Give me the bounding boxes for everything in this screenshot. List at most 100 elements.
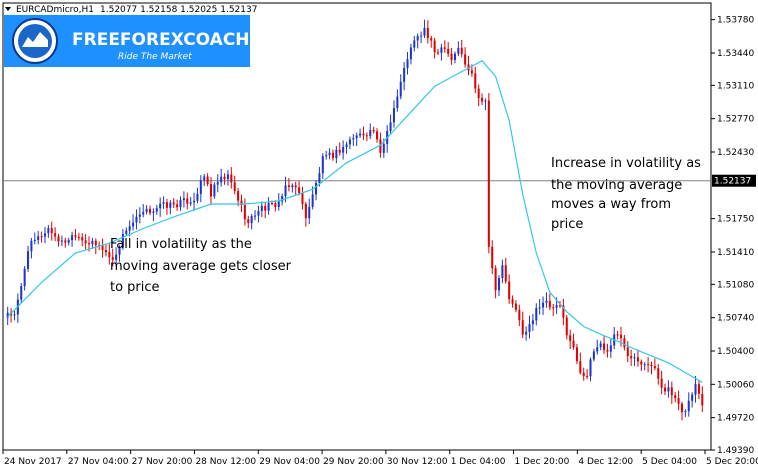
logo-banner: FREEFOREXCOACH.com Ride The Market [4, 15, 295, 67]
candle [203, 173, 206, 186]
candle [694, 375, 697, 403]
candle [142, 204, 145, 218]
candle [569, 329, 572, 349]
candle [67, 237, 70, 246]
candle [50, 221, 53, 241]
candle [436, 48, 440, 56]
candle [362, 126, 365, 140]
x-tick-label: 5 Dec 04:00 [642, 457, 697, 467]
y-tick-label: 1.52430 [717, 148, 754, 158]
candle [643, 361, 646, 371]
candle [243, 198, 246, 226]
candle [54, 227, 57, 241]
candle [552, 303, 555, 316]
candle [565, 314, 568, 340]
candle [406, 51, 409, 75]
candle [687, 392, 690, 417]
candle [403, 62, 406, 91]
candle [599, 340, 602, 351]
candle [331, 149, 334, 161]
candle [548, 293, 551, 311]
candle [199, 175, 202, 203]
candle [206, 173, 209, 187]
chart-header[interactable]: EURCADmicro,H1 1.52077 1.52158 1.52025 1… [5, 5, 257, 15]
candle [677, 390, 680, 411]
candle [409, 43, 412, 65]
y-tick-label: 1.49390 [717, 446, 754, 456]
y-tick-label: 1.51410 [717, 248, 754, 258]
candle [132, 214, 135, 231]
y-tick-label: 1.52770 [717, 115, 754, 125]
dropdown-triangle-icon[interactable] [5, 7, 11, 11]
candle [447, 42, 450, 57]
logo-tagline: Ride The Market [118, 52, 192, 62]
candle [250, 213, 253, 230]
moving-average-line [7, 60, 703, 383]
candle [155, 204, 158, 215]
candle [423, 19, 426, 39]
candle [64, 237, 67, 248]
candle [440, 43, 443, 61]
candle [511, 295, 514, 308]
candle [118, 245, 121, 262]
x-tick-label: 4 Dec 12:00 [578, 457, 633, 467]
candle [521, 311, 524, 339]
x-tick-label: 1 Dec 20:00 [515, 457, 570, 467]
candle [697, 380, 700, 400]
candle [691, 392, 694, 408]
candle [108, 243, 111, 265]
candle [413, 35, 416, 52]
candle [213, 182, 216, 199]
y-tick-label: 1.53440 [717, 49, 754, 59]
candle [603, 335, 606, 354]
candle [572, 333, 575, 350]
candle [325, 150, 328, 160]
candle [359, 128, 362, 139]
candle [582, 367, 585, 381]
candle [531, 313, 534, 331]
candle [525, 326, 528, 341]
symbol-text: EURCADmicro,H1 [16, 5, 94, 15]
candle [426, 20, 429, 44]
y-axis: 1.53780 1.53440 1.53110 1.52770 1.52430 1.517… [711, 16, 754, 456]
x-tick-label: 29 Nov 20:00 [323, 457, 384, 467]
x-tick-label: 29 Nov 04:00 [259, 457, 320, 467]
candle [71, 231, 74, 247]
x-tick-label: 24 Nov 2017 [4, 457, 62, 467]
candle [369, 123, 372, 140]
candle [172, 198, 175, 208]
candle [257, 205, 260, 223]
candle [20, 283, 23, 304]
annotation-line-2: moving average gets closer [110, 259, 292, 274]
candle [220, 168, 223, 187]
candle [701, 386, 704, 413]
candle [162, 196, 165, 209]
candle [399, 74, 402, 100]
candle [497, 275, 501, 297]
y-tick-label: 1.50400 [717, 347, 754, 357]
candle [264, 202, 267, 219]
candle [237, 187, 240, 207]
candle [33, 232, 36, 245]
candle [223, 173, 226, 185]
x-axis: 24 Nov 2017 27 Nov 04:00 27 Nov 20:00 28 No… [2, 450, 758, 467]
candle [121, 229, 124, 250]
candle [396, 89, 399, 112]
candle [538, 299, 541, 315]
candle [453, 51, 456, 64]
candle [589, 357, 592, 382]
candle [416, 33, 419, 49]
candle [74, 229, 77, 241]
y-tick-label: 1.51750 [717, 215, 754, 225]
candle [60, 235, 63, 247]
candle [186, 192, 189, 210]
candle [267, 197, 270, 215]
x-tick-label: 5 Dec 20:00 [706, 457, 758, 467]
candle [23, 266, 26, 291]
candle [501, 259, 504, 284]
candle [176, 199, 179, 211]
candle [674, 392, 677, 403]
candle [37, 230, 40, 245]
candle [680, 401, 683, 421]
